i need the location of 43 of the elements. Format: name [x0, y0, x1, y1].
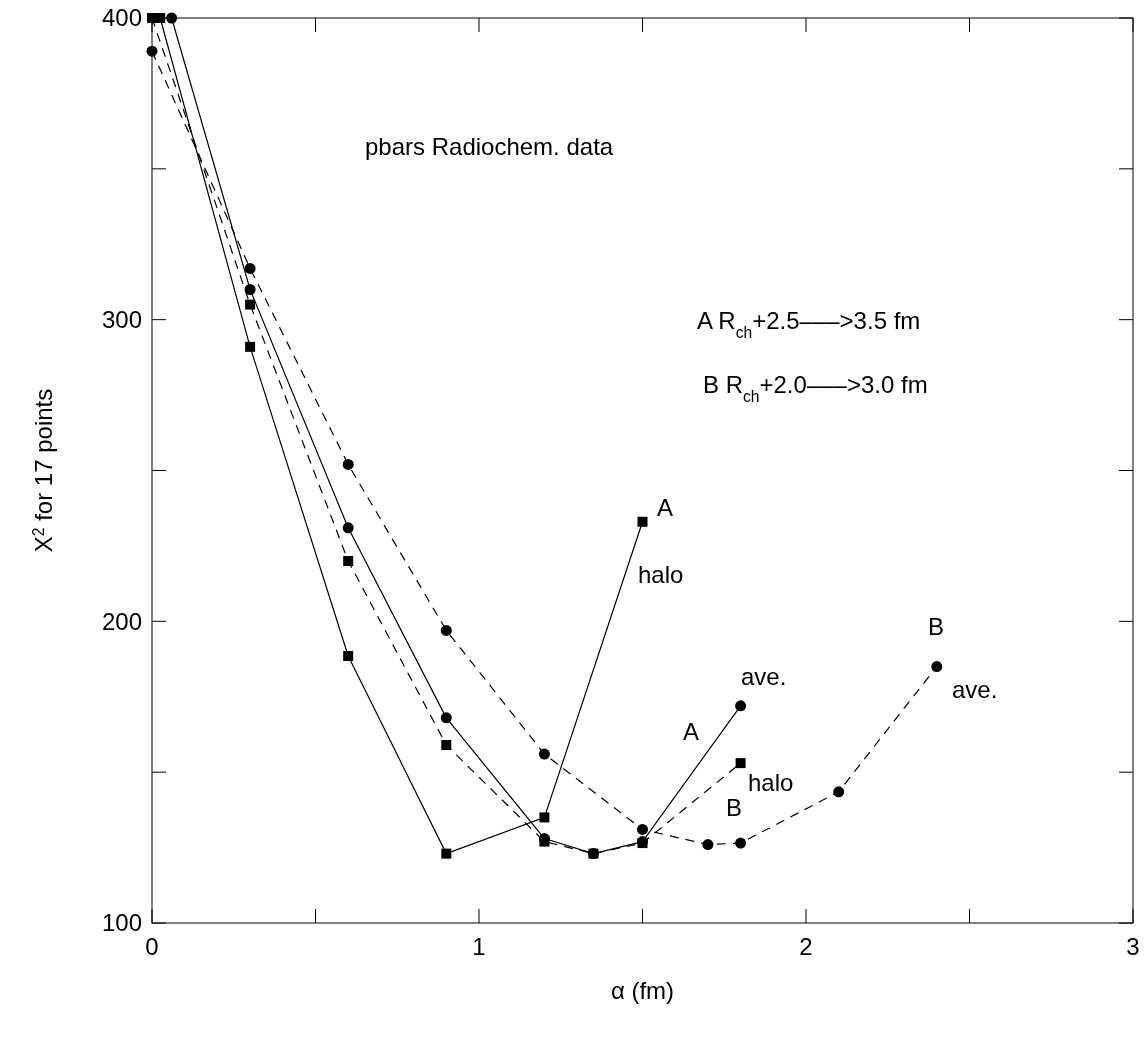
- annotation: ave.: [741, 663, 787, 691]
- point: [702, 839, 714, 851]
- point: [735, 837, 747, 849]
- point: [244, 262, 256, 274]
- annotation: B: [726, 794, 743, 822]
- point: [588, 848, 599, 859]
- annotation: A: [657, 494, 674, 522]
- annotation: A: [683, 718, 700, 746]
- point: [342, 522, 354, 534]
- x-axis-title: α (fm): [610, 977, 675, 1004]
- point: [539, 812, 550, 823]
- point: [735, 700, 747, 712]
- point: [440, 712, 452, 724]
- annotation: B R$_{ch}$+2.0–––>3.0 fm: [703, 371, 928, 405]
- x-tick-label: 3: [1126, 933, 1140, 960]
- x-tick-label: 2: [799, 933, 813, 960]
- y-tick-label: 400: [101, 4, 142, 32]
- point: [637, 823, 648, 835]
- annotation: halo: [748, 769, 794, 797]
- annotation: pbars Radiochem. data: [365, 133, 614, 161]
- point: [735, 758, 746, 769]
- point: [441, 740, 452, 751]
- annotation: ave.: [952, 676, 998, 704]
- annotation: halo: [638, 561, 684, 589]
- y-tick-label: 200: [101, 607, 142, 635]
- point: [343, 651, 354, 662]
- point: [931, 661, 943, 673]
- annotation: A R$_{ch}$+2.5–––>3.5 fm: [697, 307, 921, 341]
- x-tick-label: 1: [472, 933, 486, 960]
- point: [343, 556, 354, 566]
- point: [245, 341, 256, 352]
- y-tick-label: 300: [101, 306, 142, 334]
- point: [833, 786, 845, 798]
- point: [245, 299, 256, 310]
- point: [342, 458, 354, 470]
- x-tick-label: 0: [145, 933, 159, 960]
- point: [244, 284, 256, 295]
- point: [637, 516, 648, 527]
- annotation: B: [928, 613, 945, 641]
- y-tick-label: 100: [101, 909, 142, 937]
- point: [538, 748, 550, 760]
- point: [440, 624, 452, 636]
- point: [441, 848, 452, 859]
